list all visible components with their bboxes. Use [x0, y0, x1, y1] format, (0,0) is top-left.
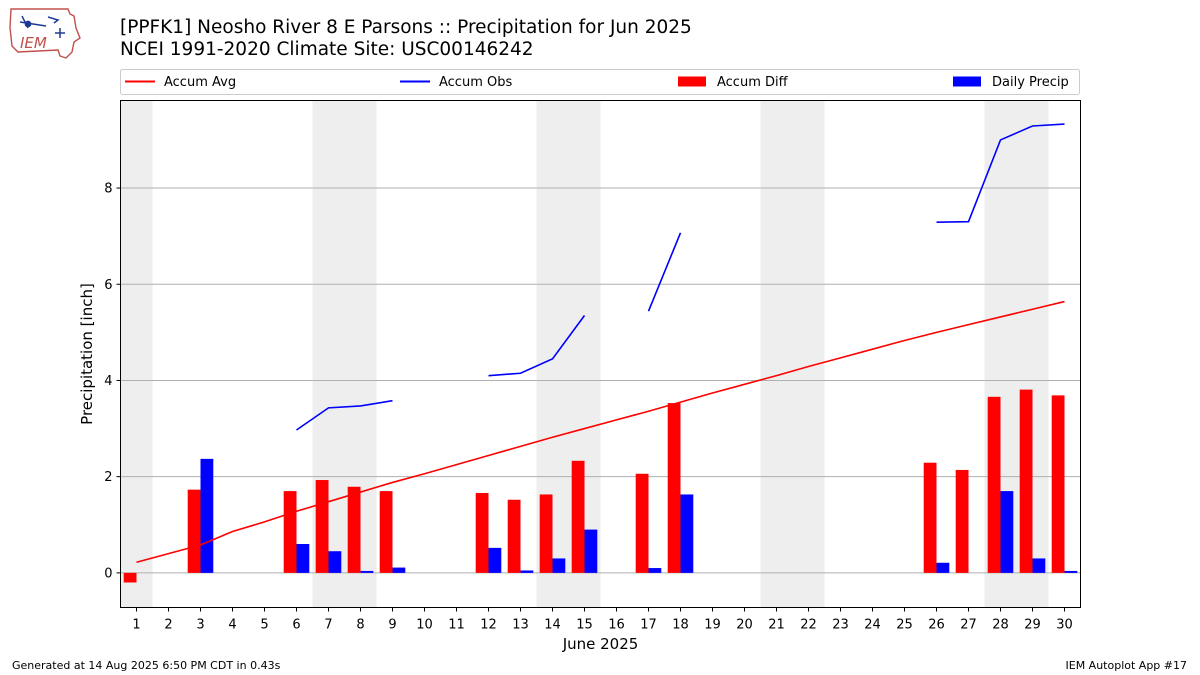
- y-tick-label: 8: [104, 182, 112, 197]
- daily-precip-bar: [360, 570, 374, 573]
- daily-precip-bar: [584, 529, 598, 573]
- y-tick-label: 4: [104, 374, 112, 389]
- x-tick-label: 17: [640, 618, 657, 633]
- legend-accum-avg-label: Accum Avg: [164, 75, 236, 90]
- accum-diff-bar: [123, 572, 137, 583]
- y-tick-label: 6: [104, 278, 112, 293]
- accum-diff-bar: [987, 396, 1001, 573]
- x-tick-label: 13: [512, 618, 529, 633]
- daily-precip-bar: [200, 458, 214, 573]
- accum-diff-bar: [475, 493, 489, 573]
- x-tick-label: 26: [928, 618, 945, 633]
- accum-avg-line: [136, 300, 1065, 564]
- generated-timestamp: Generated at 14 Aug 2025 6:50 PM CDT in …: [12, 659, 281, 672]
- daily-precip-bar: [1000, 491, 1014, 573]
- x-tick-label: 4: [228, 618, 236, 633]
- x-tick-label: 5: [260, 618, 268, 633]
- x-tick-label: 21: [768, 618, 785, 633]
- x-tick-label: 15: [576, 618, 593, 633]
- accum-obs-line: [647, 232, 682, 312]
- x-tick-label: 2: [164, 618, 172, 633]
- x-tick-label: 20: [736, 618, 753, 633]
- y-axis-label: Precipitation [inch]: [78, 283, 96, 425]
- x-tick-label: 12: [480, 618, 497, 633]
- x-tick-label: 18: [672, 618, 689, 633]
- accum-diff-bar: [923, 462, 937, 573]
- x-axis-label: June 2025: [562, 635, 639, 653]
- x-tick-label: 11: [448, 618, 465, 633]
- daily-precip-bar: [552, 558, 566, 573]
- chart-title: [PPFK1] Neosho River 8 E Parsons :: Prec…: [120, 17, 692, 38]
- x-tick-label: 7: [324, 618, 332, 633]
- x-tick-label: 29: [1024, 618, 1041, 633]
- accum-obs-line: [936, 123, 1065, 223]
- app-credit: IEM Autoplot App #17: [1065, 659, 1188, 672]
- weekend-shade: [120, 100, 153, 608]
- daily-precip-bar: [296, 544, 310, 573]
- accum-diff-bar: [315, 480, 329, 573]
- y-tick-label: 0: [104, 566, 112, 581]
- daily-precip-bar: [392, 567, 406, 573]
- x-tick-label: 24: [864, 618, 881, 633]
- accum-diff-bar: [507, 499, 521, 573]
- accum-diff-bar: [187, 489, 201, 573]
- svg-text:IEM: IEM: [20, 34, 47, 52]
- x-tick-label: 10: [416, 618, 433, 633]
- accum-diff-bar: [571, 460, 585, 573]
- x-tick-label: 22: [800, 618, 817, 633]
- x-tick-label: 27: [960, 618, 977, 633]
- x-tick-label: 8: [356, 618, 364, 633]
- x-tick-label: 14: [544, 618, 561, 633]
- daily-precip-bar: [1032, 558, 1046, 573]
- y-tick-label: 2: [104, 470, 112, 485]
- x-tick-label: 25: [896, 618, 913, 633]
- daily-precip-bar: [488, 547, 502, 573]
- accum-diff-bar: [955, 469, 969, 573]
- x-tick-label: 28: [992, 618, 1009, 633]
- accum-diff-bar: [379, 491, 393, 573]
- daily-precip-bar: [328, 551, 342, 573]
- legend-daily-precip-label: Daily Precip: [992, 75, 1069, 90]
- x-tick-label: 9: [388, 618, 396, 633]
- accum-diff-bar: [1019, 389, 1033, 573]
- accum-diff-bar: [347, 486, 361, 573]
- legend-accum-diff-label: Accum Diff: [717, 75, 789, 90]
- legend-box: [120, 69, 1080, 95]
- accum-obs-line: [488, 315, 586, 377]
- daily-precip-bar: [680, 494, 694, 573]
- x-tick-label: 30: [1056, 618, 1073, 633]
- accum-diff-bar: [283, 491, 297, 573]
- daily-precip-bar: [520, 570, 534, 573]
- accum-diff-bar: [667, 403, 681, 573]
- weekend-shade: [792, 100, 825, 608]
- daily-precip-bar: [936, 562, 950, 573]
- iem-logo: IEM: [9, 8, 81, 59]
- x-tick-label: 3: [196, 618, 204, 633]
- plot-frame: [120, 100, 1081, 608]
- accum-diff-bar: [539, 494, 553, 573]
- x-tick-label: 6: [292, 618, 300, 633]
- legend-accum-diff-patch: [678, 76, 706, 87]
- legend-daily-precip-patch: [953, 76, 981, 87]
- accum-diff-bar: [1051, 395, 1065, 573]
- x-tick-label: 16: [608, 618, 625, 633]
- legend-accum-obs-label: Accum Obs: [439, 75, 512, 90]
- x-tick-label: 23: [832, 618, 849, 633]
- chart-subtitle: NCEI 1991-2020 Climate Site: USC00146242: [120, 39, 534, 60]
- daily-precip-bar: [1064, 570, 1078, 573]
- accum-diff-bar: [635, 473, 649, 573]
- weekend-shade: [760, 100, 793, 608]
- accum-obs-line: [296, 399, 393, 431]
- x-tick-label: 1: [132, 618, 140, 633]
- x-tick-label: 19: [704, 618, 721, 633]
- daily-precip-bar: [648, 568, 662, 573]
